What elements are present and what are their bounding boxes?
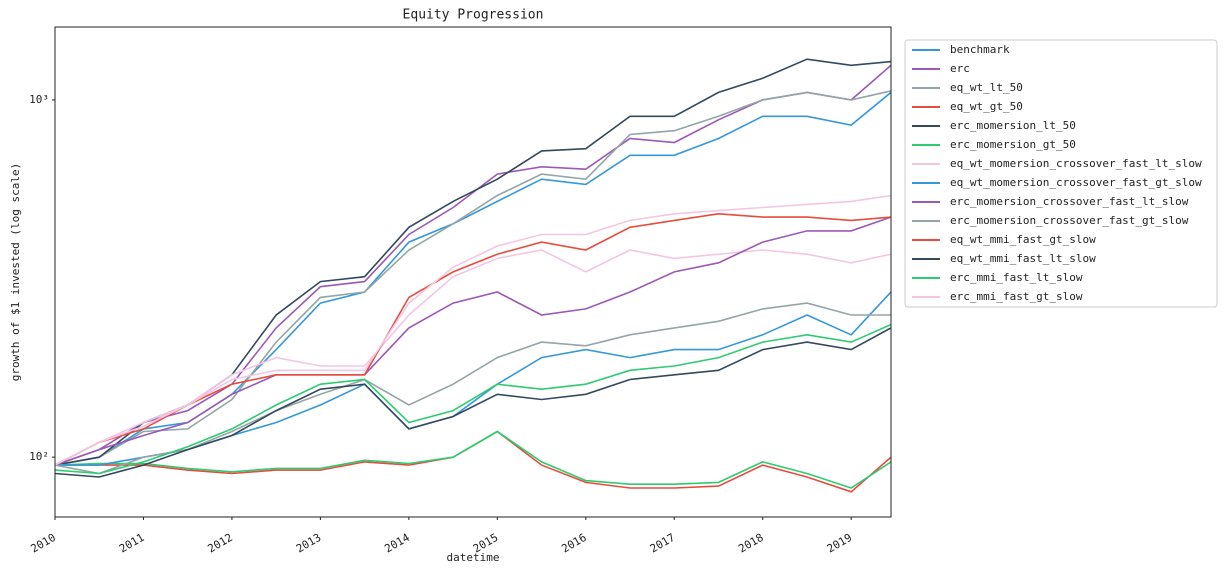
series-line bbox=[54, 90, 892, 466]
series-line bbox=[54, 64, 892, 466]
series-line bbox=[54, 58, 892, 466]
plot-frame bbox=[54, 26, 892, 518]
x-tick-label: 2012 bbox=[205, 531, 234, 556]
legend-label: erc_momersion_gt_50 bbox=[950, 138, 1076, 151]
legend-label: benchmark bbox=[950, 43, 1010, 56]
legend-label: erc_momersion_crossover_fast_lt_slow bbox=[950, 195, 1189, 208]
x-tick-label: 2017 bbox=[648, 531, 677, 556]
legend-label: eq_wt_mmi_fast_lt_slow bbox=[950, 252, 1096, 265]
series-line bbox=[54, 216, 892, 466]
legend-label: erc_mmi_fast_lt_slow bbox=[950, 271, 1083, 284]
legend-label: erc_mmi_fast_gt_slow bbox=[950, 290, 1083, 303]
legend-label: erc bbox=[950, 62, 970, 75]
series-line bbox=[54, 194, 892, 466]
x-tick-label: 2010 bbox=[29, 531, 58, 556]
y-axis-label: growth of $1 invested (log scale) bbox=[9, 163, 22, 382]
legend-label: eq_wt_momersion_crossover_fast_lt_slow bbox=[950, 157, 1202, 170]
legend-label: eq_wt_mmi_fast_gt_slow bbox=[950, 233, 1096, 246]
legend-label: erc_momersion_lt_50 bbox=[950, 119, 1076, 132]
legend-label: eq_wt_momersion_crossover_fast_gt_slow bbox=[950, 176, 1202, 189]
x-tick-label: 2013 bbox=[294, 531, 323, 556]
series-line bbox=[54, 323, 892, 475]
y-tick-label: 10² bbox=[29, 450, 49, 463]
series-line bbox=[54, 302, 891, 475]
series-line bbox=[54, 249, 892, 466]
series-line bbox=[55, 291, 892, 466]
y-tick-label: 10³ bbox=[29, 93, 49, 106]
series-line bbox=[54, 430, 892, 489]
x-tick-label: 2016 bbox=[559, 531, 588, 556]
x-axis-label: datetime bbox=[447, 551, 500, 564]
x-tick-label: 2018 bbox=[736, 531, 765, 556]
legend-label: eq_wt_lt_50 bbox=[950, 81, 1023, 94]
chart-title: Equity Progression bbox=[403, 8, 544, 23]
x-tick-label: 2014 bbox=[382, 531, 412, 556]
legend-label: eq_wt_gt_50 bbox=[950, 100, 1023, 113]
x-tick-label: 2019 bbox=[825, 531, 854, 556]
legend-label: erc_momersion_crossover_fast_gt_slow bbox=[950, 214, 1189, 227]
x-tick-label: 2011 bbox=[117, 531, 146, 556]
series-line bbox=[54, 327, 892, 478]
series-line bbox=[55, 430, 892, 493]
legend-box bbox=[904, 39, 1218, 308]
series-line bbox=[54, 212, 892, 466]
